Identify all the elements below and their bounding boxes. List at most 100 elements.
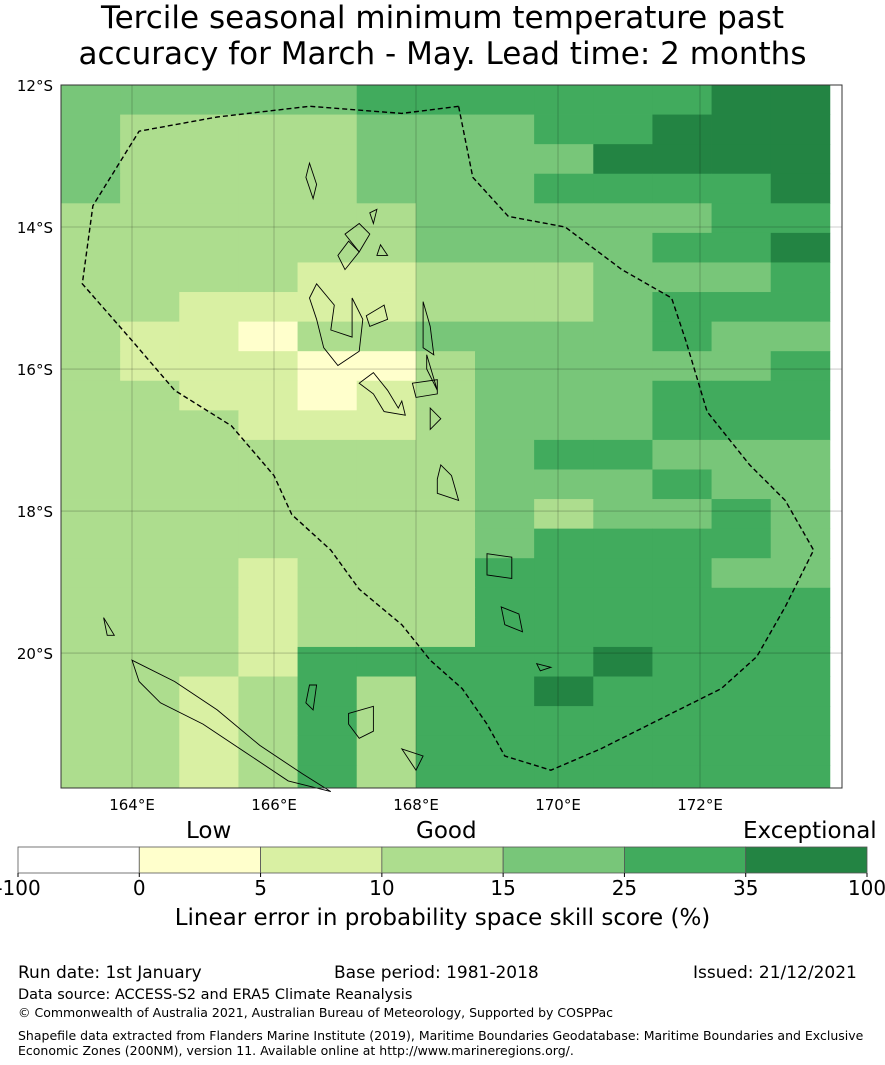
grid-cell [711, 706, 772, 737]
grid-cell [61, 646, 121, 677]
grid-cell [652, 380, 712, 411]
grid-cell [120, 617, 180, 648]
grid-cell [356, 114, 417, 145]
grid-cell [475, 232, 535, 263]
grid-cell [711, 499, 772, 530]
grid-cell [593, 292, 653, 323]
grid-cell [593, 558, 653, 589]
grid-cell [534, 144, 594, 175]
grid-cell [120, 173, 180, 204]
grid-cell [711, 232, 772, 263]
colorbar-cells [17, 846, 868, 874]
grid-cell [297, 232, 358, 263]
island-outline [369, 208, 378, 226]
grid-cell [356, 587, 417, 618]
grid-cell [475, 114, 535, 145]
grid-cell [534, 380, 594, 411]
map-title: Tercile seasonal minimum temperature pas… [0, 0, 885, 72]
grid-cell [179, 558, 239, 589]
grid-cell [711, 646, 772, 677]
colorbar-cell [17, 846, 140, 874]
grid-cell [770, 528, 831, 559]
grid-cell [711, 410, 772, 441]
grid-cell [475, 439, 535, 470]
grid-cell [415, 439, 476, 470]
grid-cell [415, 262, 476, 293]
island-outline [376, 243, 389, 256]
grid-cell [179, 262, 239, 293]
grid-cell [179, 587, 239, 618]
grid-cell [770, 765, 831, 789]
lat-tick-label: 18°S [17, 503, 53, 521]
island-outline [426, 354, 438, 391]
colorbar-tick-label: 5 [254, 876, 267, 900]
grid-cell [297, 321, 358, 352]
grid-cell [61, 232, 121, 263]
colorbar-tick-label: 25 [612, 876, 637, 900]
grid-cell [120, 232, 180, 263]
grid-cell [534, 706, 594, 737]
grid-cell [238, 558, 298, 589]
lat-tick-label: 16°S [17, 361, 53, 379]
island-outline [400, 748, 424, 772]
grid-cell [593, 676, 653, 707]
grid-cell [652, 676, 712, 707]
grid-cell [297, 380, 358, 411]
grid-cell [770, 617, 831, 648]
grid-cell [534, 587, 594, 618]
grid-cell [652, 528, 712, 559]
grid-cell [711, 528, 772, 559]
grid-cell [356, 232, 417, 263]
grid-cell [297, 351, 358, 382]
grid-cell [356, 646, 417, 677]
grid-cell [475, 321, 535, 352]
grid-cell [179, 765, 239, 789]
grid-cell [593, 499, 653, 530]
grid-cell [61, 528, 121, 559]
grid-cell [711, 114, 772, 145]
grid-cell [652, 706, 712, 737]
grid-cell [297, 469, 358, 500]
grid-cell [593, 617, 653, 648]
lat-tick-label: 20°S [17, 645, 53, 663]
grid-cell [61, 144, 121, 175]
grid-cell [238, 706, 298, 737]
grid-cell [61, 292, 121, 323]
grid-cell [120, 676, 180, 707]
grid-cell [534, 410, 594, 441]
grid-cell [356, 380, 417, 411]
grid-cell [120, 528, 180, 559]
grid-cell [297, 499, 358, 530]
grid-cell [61, 203, 121, 234]
grid-cell [475, 144, 535, 175]
grid-cell [652, 558, 712, 589]
grid-cell [356, 765, 417, 789]
grid-cell [711, 203, 772, 234]
grid-cell [61, 558, 121, 589]
grid-cell [593, 262, 653, 293]
colorbar-cell [624, 846, 747, 874]
grid-cell [179, 706, 239, 737]
grid-cell [534, 646, 594, 677]
grid-cell [120, 706, 180, 737]
colorbar-cell [502, 846, 625, 874]
grid-cell [61, 321, 121, 352]
grid-cell [534, 262, 594, 293]
grid-cell [415, 735, 476, 766]
grid-cell [297, 706, 358, 737]
grid-cell [120, 85, 180, 115]
grid-cell [593, 85, 653, 115]
grid-cell [120, 321, 180, 352]
grid-cell [238, 262, 298, 293]
grid-cell [179, 144, 239, 175]
colorbar: -100 0 5 10 15 25 35 100 [0, 846, 885, 900]
grid-cell [238, 85, 298, 115]
grid-cell [711, 558, 772, 589]
lon-tick-label: 172°E [677, 796, 723, 814]
grid-cell [238, 173, 298, 204]
grid-cell [61, 617, 121, 648]
grid-cell [652, 587, 712, 618]
grid-cell [238, 646, 298, 677]
grid-cell [356, 173, 417, 204]
island-outline [305, 161, 318, 201]
